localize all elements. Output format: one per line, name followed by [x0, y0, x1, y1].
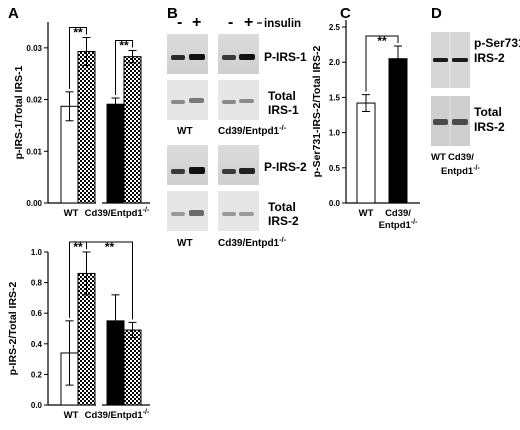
y-tick-label: 0.2 — [31, 370, 43, 379]
bar — [356, 102, 376, 204]
blot-wt-p-irs2 — [167, 145, 208, 185]
y-tick-label: 2.0 — [329, 58, 341, 67]
blot-panel-d: p-Ser731- IRS-2 Total IRS-2 WT Cd39/ Ent… — [431, 32, 520, 177]
band — [171, 100, 185, 104]
y-axis-title: p-Ser731-IRS-2/Total IRS-2 — [311, 46, 323, 178]
insulin-label: insulin — [264, 18, 301, 30]
bar — [106, 103, 125, 204]
minus-label-ko: - — [228, 14, 233, 31]
total-irs2-label-1: Total — [268, 200, 296, 214]
group-label: WT — [64, 208, 79, 219]
blot-ko-total-irs2 — [218, 191, 259, 231]
y-tick-label: 0.8 — [31, 279, 43, 288]
blot-panel-b: - + - + insulin P-IRS-1 Total — [167, 14, 307, 249]
band — [239, 168, 255, 174]
panel-label-b: B — [167, 5, 178, 22]
band — [222, 100, 236, 104]
y-tick-label: 0.0 — [31, 401, 43, 410]
bar — [123, 56, 142, 204]
significance-label: ** — [105, 240, 115, 254]
y-tick-label: 1.0 — [329, 129, 341, 138]
band — [189, 54, 205, 60]
y-tick-label: 2.5 — [329, 23, 341, 32]
y-tick-label: 0.4 — [31, 340, 43, 349]
band — [433, 119, 448, 125]
significance-bracket — [69, 27, 87, 89]
band — [433, 58, 448, 62]
bar — [388, 58, 408, 204]
panel-label-a: A — [8, 5, 19, 22]
band — [189, 210, 204, 216]
band — [222, 169, 236, 174]
y-tick-label: 0.03 — [26, 44, 42, 53]
chart-a-bottom: 0.0 0.2 0.4 0.6 0.8 1.0 p-IRS-2/Total IRS-2 ** *… — [7, 240, 150, 421]
blot-b-ko-label-2: Cd39/Entpd1-/- — [218, 235, 287, 249]
minus-label-wt: - — [177, 14, 182, 31]
band — [171, 55, 185, 60]
p-ser731-label-1: p-Ser731- — [474, 36, 520, 50]
y-tick-label: 0.02 — [26, 96, 42, 105]
blot-b-wt-label-2: WT — [177, 238, 193, 249]
band — [239, 99, 254, 103]
plus-label-ko: + — [244, 14, 253, 31]
bar — [123, 329, 142, 406]
band — [171, 169, 185, 174]
chart-c: 0.0 0.5 1.0 1.5 2.0 2.5 p-Ser731-IRS-2/Total I… — [311, 20, 420, 231]
total-irs1-label-1: Total — [268, 89, 296, 103]
significance-bracket — [115, 39, 133, 96]
y-tick-label: 1.0 — [31, 248, 43, 257]
total-irs1-label-2: IRS-1 — [268, 103, 299, 117]
y-tick-label: 0.0 — [329, 199, 341, 208]
band — [222, 55, 236, 60]
group-label: Cd39/Entpd1-/- — [85, 207, 150, 219]
significance-bracket — [365, 35, 399, 92]
p-irs1-label: P-IRS-1 — [264, 50, 307, 64]
y-tick-label: 0.5 — [329, 164, 341, 173]
band — [189, 167, 205, 174]
bar — [77, 50, 96, 204]
band — [452, 58, 468, 62]
group-label-line2: Entpd1-/- — [379, 219, 418, 231]
y-tick-label: 0.01 — [26, 147, 42, 156]
blot-d-ko-label-2: Entpd1-/- — [441, 165, 480, 177]
blot-b-ko-label-1: Cd39/Entpd1-/- — [218, 123, 287, 137]
blot-ko-p-irs2 — [218, 145, 259, 185]
band — [452, 119, 468, 125]
total-irs2-d-label-2: IRS-2 — [474, 120, 505, 134]
band — [239, 54, 255, 60]
y-tick-label: 1.5 — [329, 93, 341, 102]
significance-label: ** — [377, 34, 387, 48]
significance-label: ** — [73, 26, 83, 40]
y-tick-label: 0.6 — [31, 309, 43, 318]
y-axis-title: p-IRS-2/Total IRS-2 — [7, 281, 19, 375]
blot-d-wt-label: WT — [431, 152, 446, 163]
band — [239, 212, 254, 216]
significance-label: ** — [73, 240, 83, 254]
band — [189, 98, 204, 103]
group-label: Cd39/ — [385, 208, 411, 219]
y-axis-title: p-IRS-1/Total IRS-1 — [13, 65, 25, 159]
significance-label: ** — [119, 38, 129, 52]
p-irs2-label: P-IRS-2 — [264, 160, 307, 174]
y-tick-label: 0.00 — [26, 199, 42, 208]
significance-bracket — [86, 241, 133, 320]
panel-label-d: D — [431, 5, 442, 22]
group-label: WT — [359, 208, 374, 219]
group-label: WT — [64, 410, 79, 421]
blot-d-ko-label-1: Cd39/ — [448, 152, 474, 163]
plus-label-wt: + — [192, 14, 201, 31]
total-irs2-d-label-1: Total — [474, 105, 502, 119]
band — [222, 212, 236, 216]
group-label: Cd39/Entpd1-/- — [85, 409, 150, 421]
band — [171, 212, 185, 216]
blot-b-wt-label-1: WT — [177, 126, 193, 137]
p-ser731-label-2: IRS-2 — [474, 51, 505, 65]
total-irs2-label-2: IRS-2 — [268, 214, 299, 228]
chart-a-top: 0.00 0.01 0.02 0.03 p-IRS-1/Total IRS-1 ** ** W… — [13, 22, 150, 219]
panel-label-c: C — [340, 5, 351, 22]
